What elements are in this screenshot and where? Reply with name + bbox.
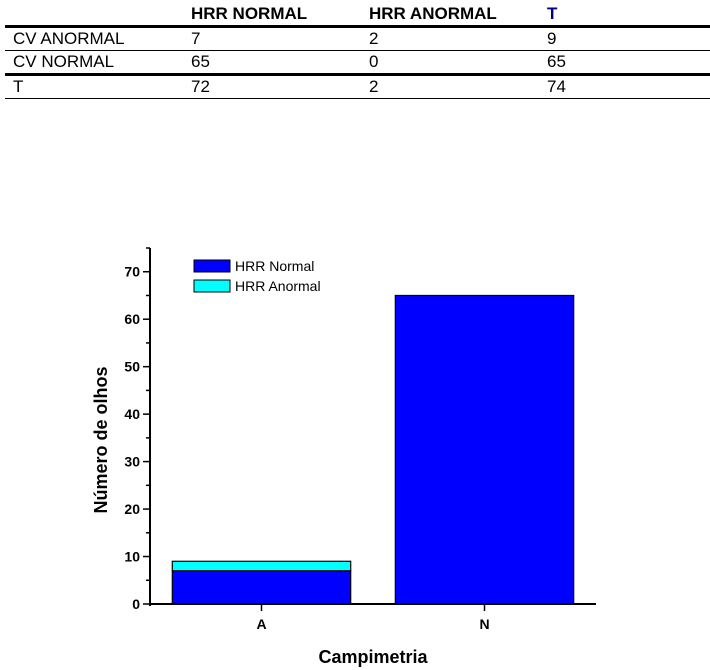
legend-label: HRR Anormal bbox=[235, 278, 321, 294]
cell-hrr-normal: 7 bbox=[191, 29, 201, 48]
cell-hrr-anormal: 0 bbox=[369, 52, 379, 71]
header-total: T bbox=[547, 4, 558, 23]
cell-total: 65 bbox=[547, 52, 566, 71]
bars-layer bbox=[171, 294, 575, 605]
header-hrr-normal: HRR NORMAL bbox=[191, 4, 308, 23]
header-hrr-anormal: HRR ANORMAL bbox=[369, 4, 497, 23]
axes-layer: 0 10 20 30 40 50 60 70 A N bbox=[124, 247, 596, 632]
y-tick-label: 0 bbox=[132, 596, 140, 612]
bar-A-hrr-anormal bbox=[171, 560, 352, 572]
table-row: CV ANORMAL 7 2 9 bbox=[5, 27, 710, 51]
row-label: T bbox=[13, 77, 24, 96]
header-cell-empty bbox=[5, 3, 183, 27]
cell-hrr-normal: 65 bbox=[191, 52, 210, 71]
y-tick-label: 50 bbox=[124, 359, 140, 375]
x-tick-label: A bbox=[256, 616, 266, 632]
y-tick-label: 20 bbox=[124, 501, 140, 517]
cell-total: 9 bbox=[547, 29, 557, 48]
cell-hrr-anormal: 2 bbox=[369, 29, 379, 48]
table-row: CV NORMAL 65 0 65 bbox=[5, 51, 710, 75]
cell-hrr-anormal: 2 bbox=[369, 77, 379, 96]
x-axis-label: Campimetria bbox=[318, 647, 428, 667]
row-label: CV NORMAL bbox=[13, 52, 115, 71]
x-tick-label: N bbox=[479, 616, 489, 632]
y-tick-label: 60 bbox=[124, 311, 140, 327]
cell-hrr-normal: 72 bbox=[191, 77, 210, 96]
y-tick-label: 30 bbox=[124, 454, 140, 470]
y-tick-label: 10 bbox=[124, 549, 140, 565]
legend-swatch-hrr-anormal bbox=[193, 279, 231, 293]
table-row: T 72 2 74 bbox=[5, 75, 710, 99]
table-header-row: HRR NORMAL HRR ANORMAL T bbox=[5, 3, 710, 27]
y-tick-label: 40 bbox=[124, 406, 140, 422]
y-tick-label: 70 bbox=[124, 264, 140, 280]
row-label: CV ANORMAL bbox=[13, 29, 125, 48]
legend-label: HRR Normal bbox=[235, 258, 314, 274]
data-table: HRR NORMAL HRR ANORMAL T CV ANORMAL 7 2 … bbox=[5, 3, 710, 99]
y-axis-label: Número de olhos bbox=[91, 366, 111, 513]
legend-swatch-hrr-normal bbox=[193, 259, 231, 273]
bar-N-hrr-normal bbox=[394, 294, 575, 605]
cell-total: 74 bbox=[547, 77, 566, 96]
bar-A-hrr-normal bbox=[171, 570, 352, 605]
legend: HRR Normal HRR Anormal bbox=[193, 258, 321, 294]
